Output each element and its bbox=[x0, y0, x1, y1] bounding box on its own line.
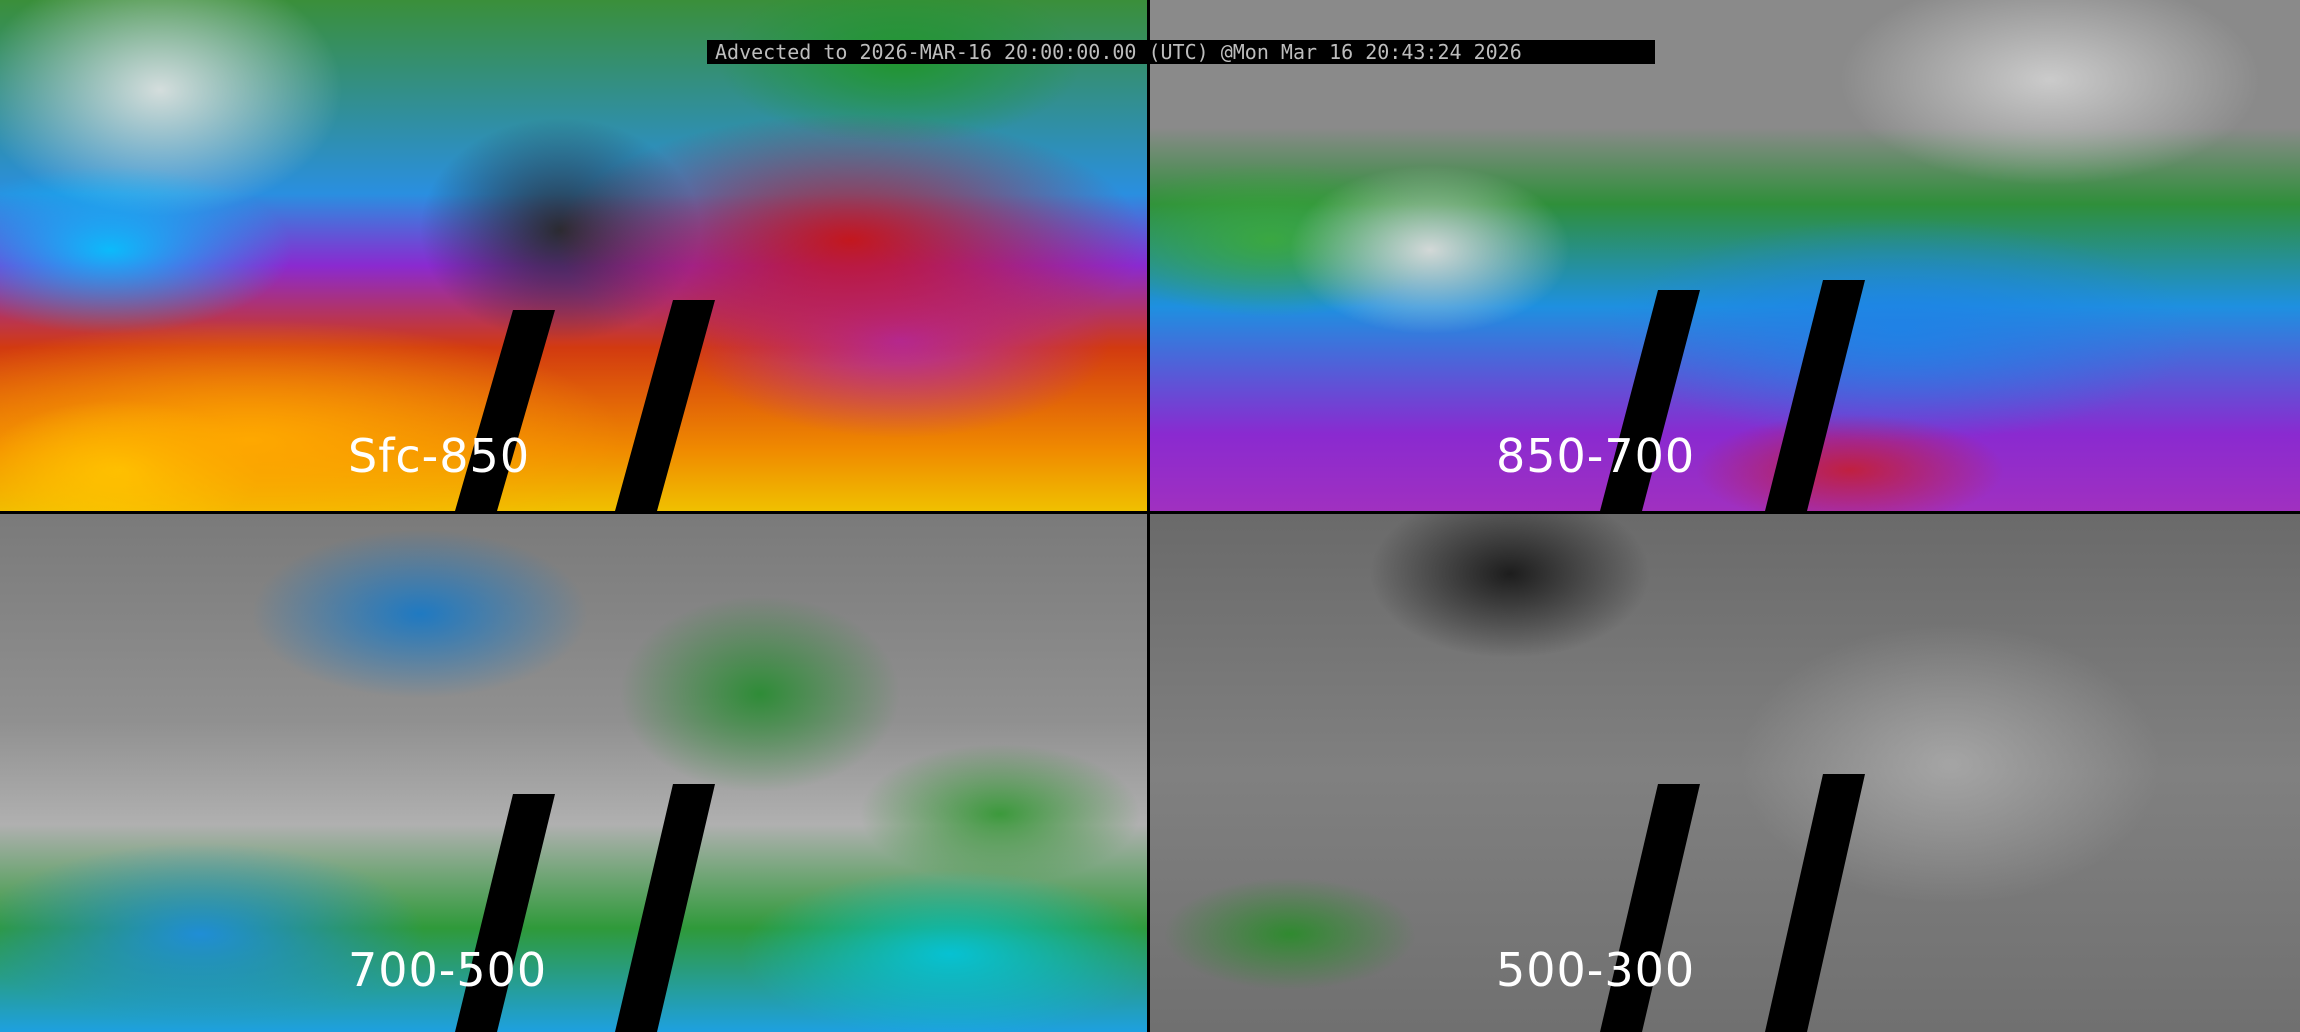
layer-label: Sfc-850 bbox=[348, 429, 531, 483]
panel-850-700: 850-700 bbox=[1150, 0, 2300, 511]
data-gap-swath bbox=[1765, 280, 1865, 511]
layer-label: 850-700 bbox=[1496, 429, 1696, 483]
panel-sfc-850: Sfc-850 bbox=[0, 0, 1147, 511]
data-gap-swath bbox=[615, 784, 715, 1032]
data-gap-swath bbox=[615, 300, 715, 511]
timestamp-title: Advected to 2026-MAR-16 20:00:00.00 (UTC… bbox=[707, 40, 1655, 64]
layer-label: 700-500 bbox=[348, 943, 548, 997]
panel-500-300: 500-300 bbox=[1150, 514, 2300, 1032]
layer-label: 500-300 bbox=[1496, 943, 1696, 997]
data-gap-swath bbox=[1765, 774, 1865, 1032]
panel-700-500: 700-500 bbox=[0, 514, 1147, 1032]
